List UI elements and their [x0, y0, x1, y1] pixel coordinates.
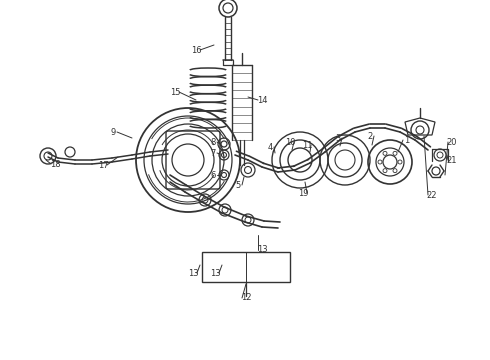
Text: 17: 17 [98, 161, 108, 170]
Text: 21: 21 [447, 156, 457, 165]
Text: 15: 15 [170, 87, 180, 96]
Text: 4: 4 [268, 143, 272, 152]
Bar [202, 252, 290, 282]
Text: 10: 10 [285, 138, 295, 147]
Text: 18: 18 [49, 159, 60, 168]
Text: 5: 5 [235, 180, 241, 189]
Text: 14: 14 [257, 95, 267, 104]
Text: 8: 8 [210, 138, 216, 147]
Text: 9: 9 [110, 127, 116, 136]
Text: 13: 13 [257, 246, 268, 255]
Text: 12: 12 [241, 293, 251, 302]
Text: 19: 19 [298, 189, 308, 198]
Text: 2: 2 [368, 131, 372, 140]
Text: 13: 13 [210, 269, 220, 278]
Text: 3: 3 [335, 134, 341, 143]
Text: 1: 1 [404, 135, 410, 144]
Text: 20: 20 [447, 138, 457, 147]
Text: 6: 6 [210, 171, 216, 180]
Text: 11: 11 [302, 140, 312, 149]
Text: 22: 22 [427, 190, 437, 199]
Text: 16: 16 [191, 45, 201, 54]
Text: 13: 13 [188, 269, 198, 278]
Text: 7: 7 [210, 149, 216, 158]
